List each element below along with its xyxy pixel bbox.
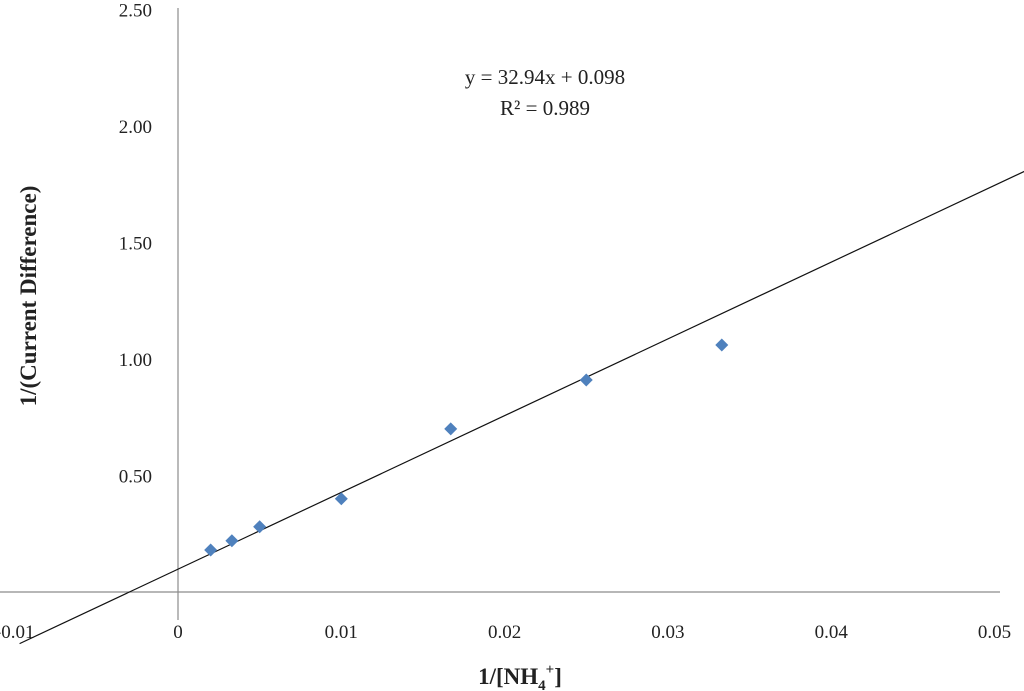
x-tick-label: 0.05 [978, 622, 1011, 643]
x-tick-label: 0.02 [488, 622, 521, 643]
data-point [444, 422, 458, 436]
y-tick-label: 1.00 [119, 350, 152, 371]
x-tick-label: 0.03 [651, 622, 684, 643]
y-tick-labels: 0.50 1.00 1.50 2.00 2.50 [119, 1, 152, 488]
data-point [715, 338, 729, 352]
y-tick-label: 0.50 [119, 467, 152, 488]
y-tick-label: 2.50 [119, 1, 152, 22]
x-tick-label: 0 [173, 622, 183, 643]
data-points [204, 338, 729, 557]
data-point [334, 492, 348, 506]
trendline-equation: y = 32.94x + 0.098 [465, 65, 625, 89]
x-tick-label: -0.01 [0, 622, 34, 643]
data-point [225, 534, 239, 548]
data-point [204, 543, 218, 557]
y-tick-label: 1.50 [119, 234, 152, 255]
data-point [253, 520, 267, 534]
r-squared-label: R² = 0.989 [500, 96, 590, 120]
x-axis-title: 1/[NH4+] [478, 662, 562, 691]
y-axis-title: 1/(Current Difference) [16, 186, 41, 407]
y-tick-label: 2.00 [119, 117, 152, 138]
x-tick-label: 0.04 [815, 622, 849, 643]
axes [0, 8, 1000, 620]
x-tick-label: 0.01 [325, 622, 358, 643]
trendline [19, 170, 1024, 645]
data-point [579, 373, 593, 387]
